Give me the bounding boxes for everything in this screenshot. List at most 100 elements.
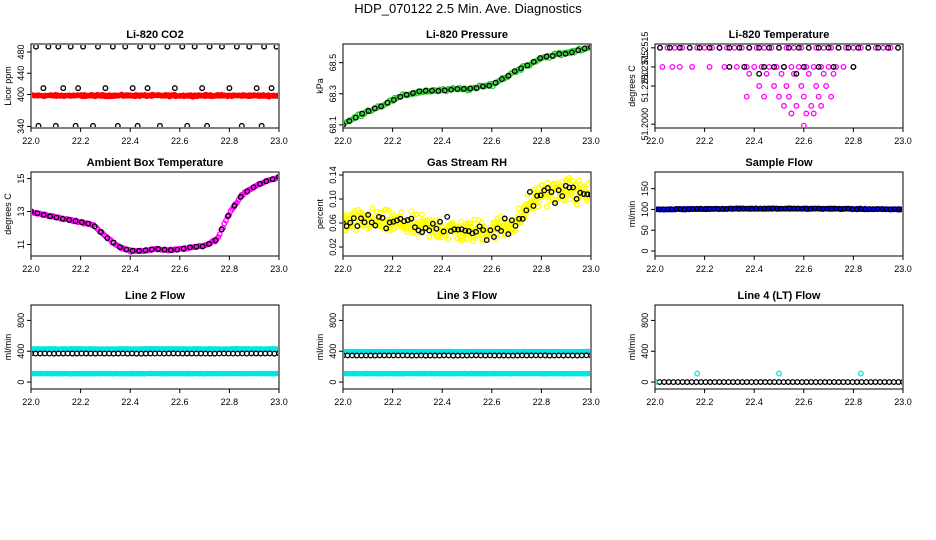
data-point: [276, 174, 278, 180]
data-point: [840, 63, 847, 70]
data-point: [675, 379, 681, 386]
data-point: [53, 214, 60, 221]
data-point: [785, 93, 792, 100]
data-point: [825, 45, 832, 51]
data-point: [656, 379, 663, 386]
data-point: [818, 63, 825, 70]
data-point: [444, 213, 451, 220]
data-point: [746, 45, 753, 51]
data-point: [766, 45, 773, 51]
plot-frame: [342, 43, 592, 129]
x-tick-label: 22.0: [22, 397, 40, 407]
data-point: [570, 184, 576, 191]
plot-frame: [654, 43, 904, 129]
plot-area: [344, 45, 590, 127]
data-point: [581, 45, 588, 52]
y-tick-label: 51.2000: [640, 108, 650, 141]
x-tick-label: 22.6: [171, 397, 189, 407]
chart-panel-9: Line 4 (LT) Flow 22.0 22.2 22.4 22.6 22.8 23.0…: [627, 290, 912, 407]
data-point: [523, 207, 530, 214]
data-point: [501, 215, 508, 222]
data-point: [91, 223, 98, 230]
data-point: [129, 85, 136, 92]
y-axis-label: percent: [315, 198, 325, 229]
data-point: [263, 178, 270, 185]
data-point: [731, 45, 738, 51]
data-point: [805, 70, 812, 77]
data-point: [377, 223, 384, 230]
data-point: [451, 226, 458, 233]
data-point: [268, 85, 275, 92]
data-point: [877, 379, 883, 386]
data-point: [273, 45, 278, 50]
data-point: [78, 350, 85, 357]
y-axis-label: degrees C: [3, 193, 13, 235]
data-point: [73, 350, 80, 357]
data-point: [854, 379, 861, 386]
data-point: [206, 240, 213, 247]
data-point: [463, 235, 470, 242]
data-point: [676, 63, 683, 70]
data-point: [529, 205, 536, 212]
data-point: [258, 122, 265, 127]
data-point: [689, 63, 696, 70]
data-point: [537, 192, 544, 199]
x-tick-label: 22.2: [696, 136, 714, 146]
data-point: [390, 96, 397, 103]
data-point: [813, 83, 820, 89]
data-point: [187, 244, 193, 251]
data-point: [369, 205, 376, 212]
data-point: [799, 379, 805, 386]
y-tick-label: 0: [328, 380, 338, 385]
plot-area: [657, 45, 901, 127]
data-point: [123, 246, 130, 253]
x-tick-label: 22.4: [121, 264, 139, 274]
data-point: [225, 212, 232, 219]
data-point: [845, 45, 852, 51]
data-point: [756, 45, 763, 51]
data-point: [588, 178, 590, 185]
data-point: [757, 379, 764, 385]
data-point: [191, 45, 198, 50]
data-point: [657, 45, 663, 51]
data-point: [47, 213, 54, 220]
y-axis-label: kPa: [315, 78, 325, 94]
y-tick-label: 68.3: [328, 85, 338, 103]
plot-area: [344, 175, 590, 245]
data-point: [454, 85, 461, 92]
data-point: [467, 85, 474, 92]
data-point: [165, 350, 172, 357]
y-tick-label: 13: [16, 207, 26, 217]
x-tick-label: 22.2: [384, 397, 402, 407]
data-point: [220, 350, 227, 357]
data-point: [511, 68, 518, 75]
series-sample-flow-avg: [656, 205, 902, 213]
data-point: [250, 184, 257, 191]
x-tick-label: 23.0: [582, 397, 600, 407]
x-tick-label: 22.6: [171, 136, 189, 146]
chart-title: Li-820 Pressure: [426, 29, 508, 41]
data-point: [559, 193, 566, 200]
y-tick-label: 480: [16, 44, 26, 59]
data-point: [149, 45, 156, 50]
y-tick-label: 440: [16, 66, 26, 81]
x-tick-label: 22.8: [221, 136, 239, 146]
data-point: [800, 63, 807, 70]
data-point: [720, 379, 727, 386]
data-point: [371, 105, 378, 112]
x-tick-label: 22.0: [646, 397, 664, 407]
y-tick-label: 800: [640, 313, 650, 328]
data-point: [711, 379, 718, 386]
data-point: [129, 350, 135, 357]
data-point: [696, 45, 703, 51]
x-tick-label: 22.0: [646, 136, 664, 146]
data-point: [776, 93, 782, 100]
data-point: [803, 110, 810, 117]
y-tick-label: 800: [328, 313, 338, 328]
data-point: [706, 45, 713, 51]
data-point: [738, 45, 745, 51]
chart-panel-1: Li-820 CO2 22.0 22.2 22.4 22.6 22.8 23.0 340 400…: [3, 29, 288, 146]
data-point: [656, 379, 658, 385]
data-point: [184, 350, 191, 357]
data-point: [780, 379, 787, 386]
